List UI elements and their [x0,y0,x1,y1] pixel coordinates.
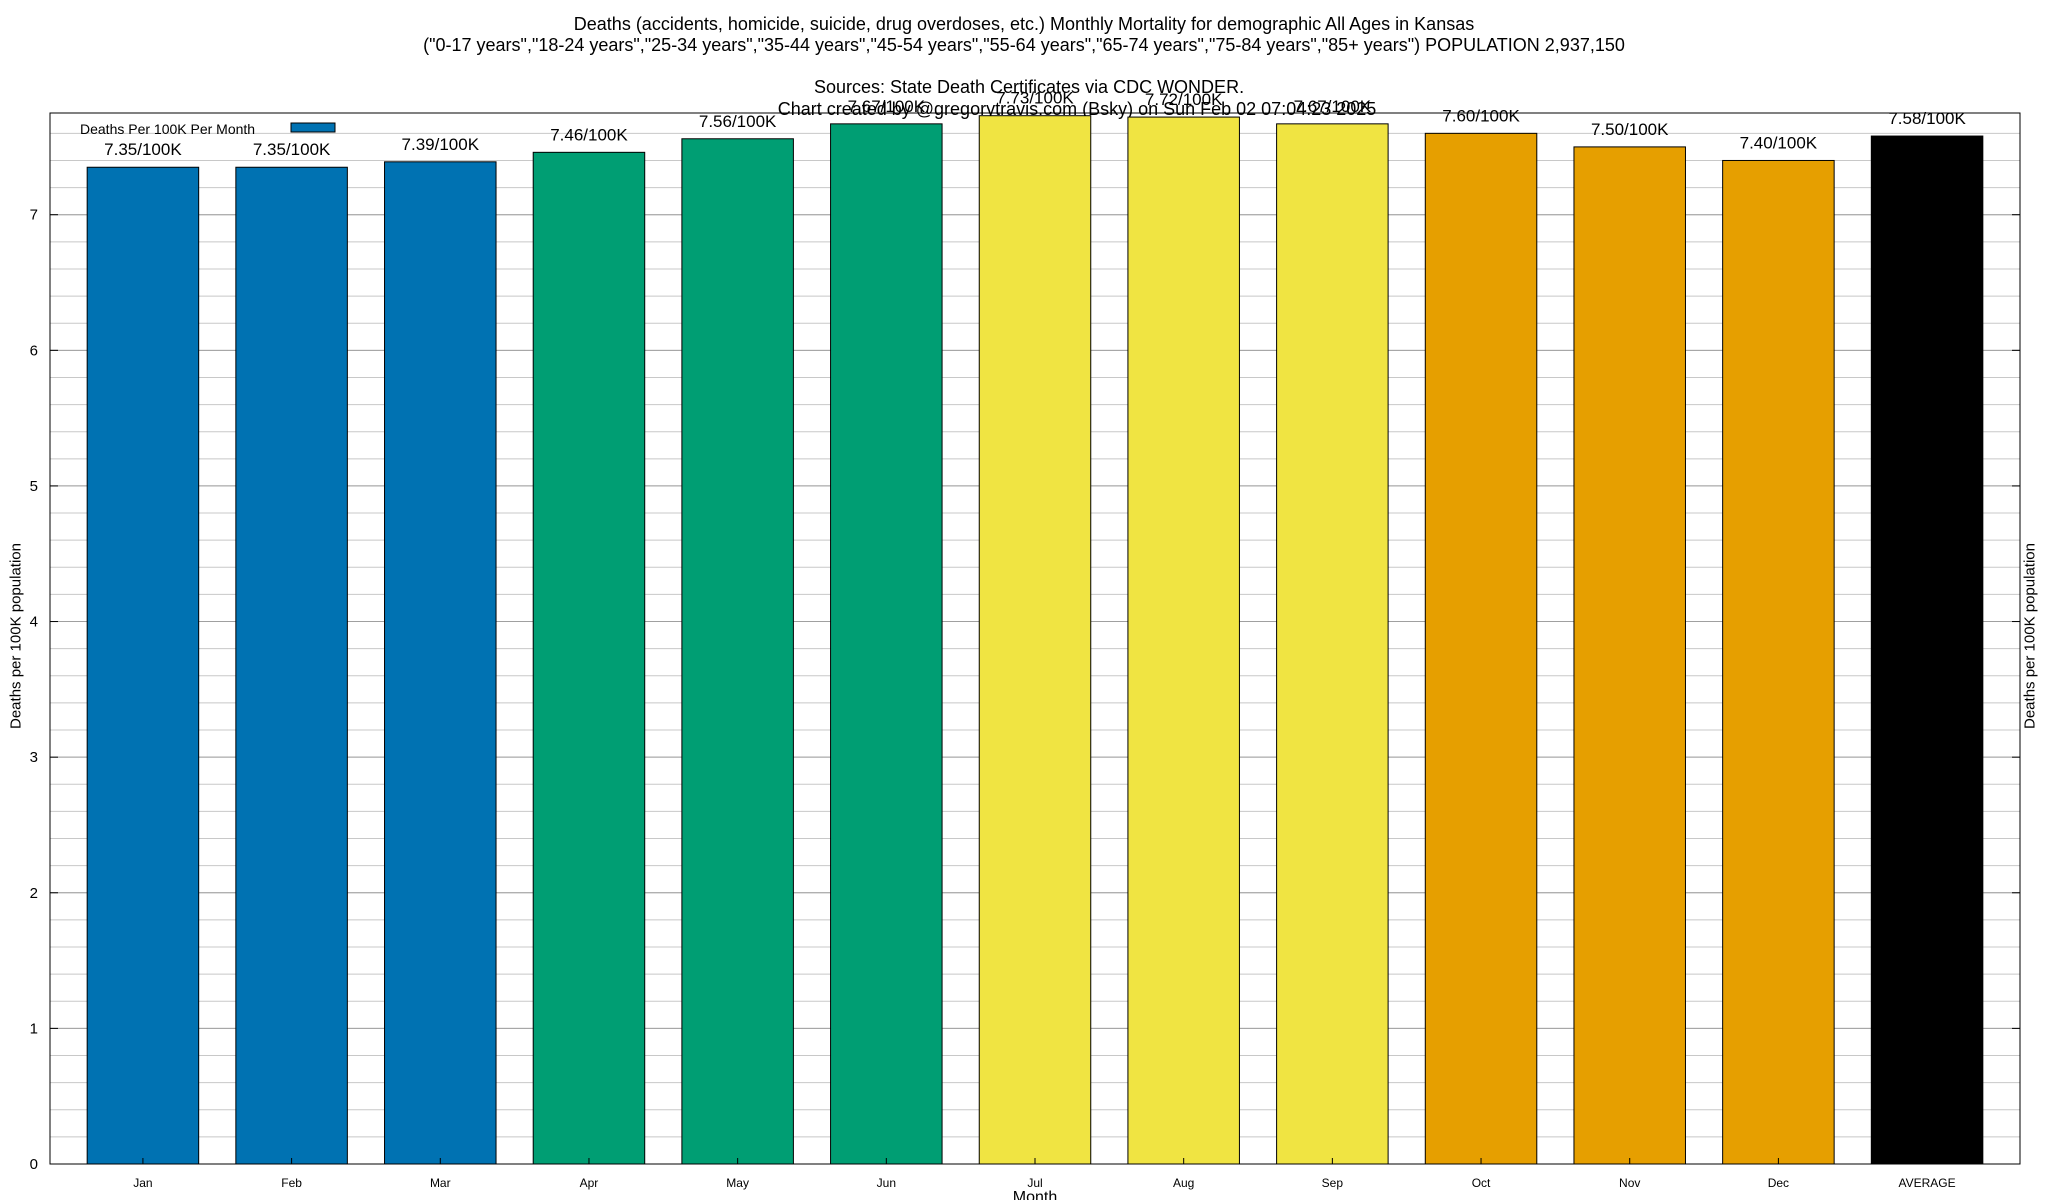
chart-sources: Sources: State Death Certificates via CD… [813,77,1245,97]
x-tick-label-aug: Aug [1173,1176,1194,1190]
data-label-apr: 7.46/100K [550,125,628,144]
y-axis-title-left: Deaths per 100K population [7,543,25,729]
data-label-average: 7.58/100K [1888,109,1966,128]
bar-jul [978,115,1092,1165]
bar-jan [86,166,200,1165]
x-tick-label-nov: Nov [1619,1176,1640,1190]
y-tick-label: 4 [30,614,38,631]
data-label-aug: 7.72/100K [1145,90,1223,109]
chart-subtitle: ("0-17 years","18-24 years","25-34 years… [423,35,1625,55]
bar-mar [384,161,497,1165]
data-label-jul: 7.73/100K [996,89,1074,108]
y-tick-label: 6 [30,342,38,359]
y-tick-label: 5 [30,478,38,495]
data-label-jan: 7.35/100K [104,140,182,159]
data-label-sep: 7.67/100K [1294,97,1372,116]
data-label-oct: 7.60/100K [1442,106,1520,125]
bar-dec [1722,159,1835,1165]
x-tick-label-jul: Jul [1027,1176,1042,1190]
bar-feb [235,166,348,1165]
y-axis-title-right: Deaths per 100K population [2021,543,2039,729]
legend-label: Deaths Per 100K Per Month [80,121,255,137]
x-tick-label-average: AVERAGE [1899,1176,1956,1190]
legend: Deaths Per 100K Per Month [80,121,336,137]
bar-aug [1127,116,1240,1165]
bar-average [1870,135,1984,1165]
data-label-nov: 7.50/100K [1591,120,1669,139]
x-tick-label-jan: Jan [133,1176,152,1190]
y-tick-label: 7 [30,207,38,224]
y-tick-label: 3 [30,749,38,766]
axes: 0 1 2 3 4 5 6 7 Jan Feb Mar Apr May Jun Jul Aug Sep Oct No… [30,112,2021,1190]
data-label-jun: 7.67/100K [848,97,926,116]
chart-credit: Chart created by @gregorytravis.com (Bsk… [777,99,1377,119]
x-tick-label-dec: Dec [1768,1176,1789,1190]
chart-title: Deaths (accidents, homicide, suicide, dr… [573,14,1475,34]
data-label-mar: 7.39/100K [402,135,480,154]
bars [86,115,1984,1165]
data-labels: 7.35/100K 7.35/100K 7.39/100K 7.46/100K 7.56… [104,89,1966,160]
bar-oct [1424,132,1538,1165]
chart-sources-line: Sources: State Death Certificates via CD… [0,54,2048,120]
plot-frame [49,112,2021,1165]
data-label-feb: 7.35/100K [253,140,331,159]
x-axis-title: Month [1013,1189,1057,1200]
bar-sep [1276,123,1389,1165]
y-tick-label: 2 [30,885,38,902]
bar-may [681,138,794,1165]
bar-apr [532,151,646,1165]
x-tick-label-mar: Mar [430,1176,451,1190]
bar-jun [830,123,943,1165]
data-label-dec: 7.40/100K [1740,133,1818,152]
x-tick-label-apr: Apr [580,1176,599,1190]
x-tick-label-oct: Oct [1472,1176,1491,1190]
bar-nov [1573,146,1686,1165]
x-tick-label-sep: Sep [1322,1176,1344,1190]
y-tick-label: 0 [30,1156,38,1173]
legend-swatch [290,122,336,133]
y-tick-label: 1 [30,1020,38,1037]
x-tick-label-jun: Jun [877,1176,896,1190]
x-tick-label-may: May [726,1176,749,1190]
x-tick-label-feb: Feb [281,1176,302,1190]
data-label-may: 7.56/100K [699,112,777,131]
